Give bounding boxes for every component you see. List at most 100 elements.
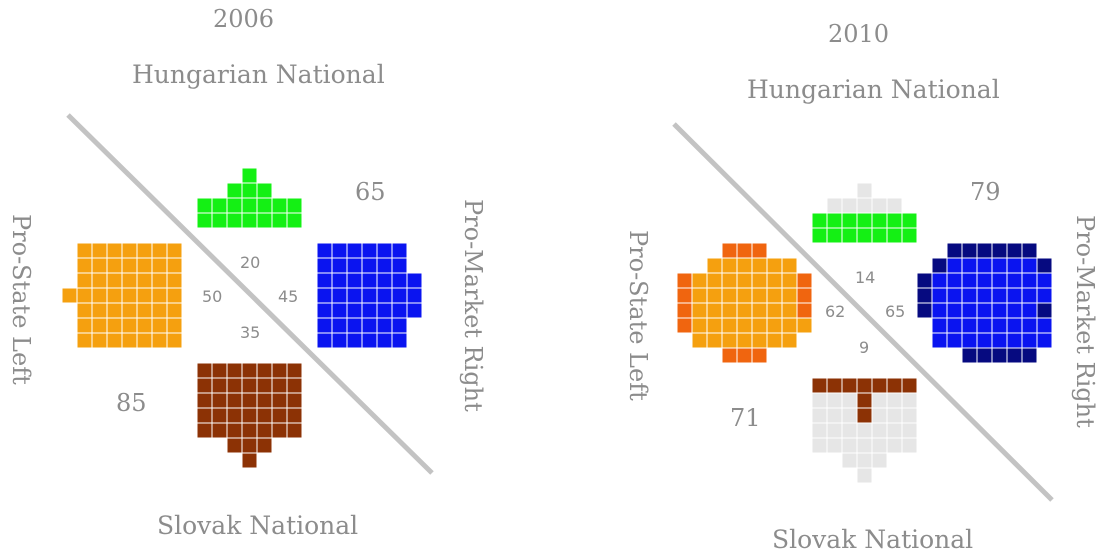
right-seat xyxy=(346,242,363,259)
right-seat xyxy=(391,242,408,259)
year-title: 2006 xyxy=(213,5,275,33)
slovak-seat xyxy=(226,392,243,409)
hungarian-seat xyxy=(241,212,258,229)
slovak-seat xyxy=(901,407,918,424)
left-seat-block xyxy=(61,242,183,349)
right-seat xyxy=(361,257,378,274)
right-seat xyxy=(1006,317,1023,334)
left-seat xyxy=(706,302,723,319)
right-seat xyxy=(406,302,423,319)
slovak-seat xyxy=(841,407,858,424)
left-seat xyxy=(736,242,753,259)
slovak-seat xyxy=(211,407,228,424)
left-seat xyxy=(706,287,723,304)
slovak-seat xyxy=(856,452,873,469)
left-seat xyxy=(166,332,183,349)
slovak-seat-block xyxy=(811,377,918,484)
right-seat xyxy=(1021,347,1038,364)
right-seat xyxy=(991,287,1008,304)
left-seat xyxy=(721,287,738,304)
right-seat xyxy=(361,302,378,319)
right-seat xyxy=(991,347,1008,364)
hungarian-seat xyxy=(241,182,258,199)
slovak-seat xyxy=(256,437,273,454)
hungarian-seat-block xyxy=(811,182,918,244)
slovak-seat xyxy=(886,437,903,454)
right-seat xyxy=(961,347,978,364)
panel-2006: 2006 Hungarian National Slovak National … xyxy=(0,0,556,555)
left-seat xyxy=(91,302,108,319)
right-seat-count: 45 xyxy=(278,287,299,306)
left-seat xyxy=(61,287,78,304)
hungarian-seat xyxy=(241,167,258,184)
left-seat xyxy=(751,257,768,274)
left-seat xyxy=(121,332,138,349)
left-seat xyxy=(121,272,138,289)
left-seat xyxy=(121,242,138,259)
left-seat xyxy=(91,272,108,289)
slovak-seat xyxy=(841,452,858,469)
right-seat xyxy=(976,302,993,319)
hungarian-seat xyxy=(886,197,903,214)
slovak-seat xyxy=(196,422,213,439)
hungarian-seat xyxy=(886,212,903,229)
left-seat xyxy=(721,347,738,364)
slovak-seat xyxy=(211,377,228,394)
left-seat xyxy=(721,242,738,259)
slovak-seat xyxy=(826,392,843,409)
hungarian-seat xyxy=(841,212,858,229)
left-seat xyxy=(706,332,723,349)
right-seat xyxy=(331,257,348,274)
right-seat xyxy=(391,302,408,319)
right-seat xyxy=(316,287,333,304)
left-seat xyxy=(151,272,168,289)
right-seat-count: 65 xyxy=(885,302,906,321)
right-seat xyxy=(1006,332,1023,349)
right-seat xyxy=(346,317,363,334)
slovak-seat xyxy=(211,392,228,409)
hungarian-seat-count: 14 xyxy=(855,268,876,287)
slovak-seat xyxy=(271,407,288,424)
right-seat xyxy=(931,272,948,289)
right-seat xyxy=(316,317,333,334)
slovak-seat xyxy=(241,392,258,409)
right-seat xyxy=(1006,272,1023,289)
hungarian-seat xyxy=(196,197,213,214)
hungarian-seat xyxy=(826,227,843,244)
right-seat xyxy=(931,302,948,319)
pro-state-left-label: Pro-State Left xyxy=(7,214,35,385)
right-seat xyxy=(361,317,378,334)
right-seat xyxy=(916,287,933,304)
right-seat xyxy=(991,242,1008,259)
slovak-seat xyxy=(901,437,918,454)
slovak-seat xyxy=(871,407,888,424)
hungarian-seat xyxy=(901,227,918,244)
right-seat xyxy=(391,272,408,289)
slovak-seat xyxy=(286,377,303,394)
right-seat xyxy=(376,272,393,289)
slovak-seat xyxy=(226,407,243,424)
hungarian-seat xyxy=(856,212,873,229)
hungarian-seat xyxy=(271,212,288,229)
right-seat xyxy=(331,317,348,334)
hungarian-seat xyxy=(256,197,273,214)
right-seat xyxy=(961,302,978,319)
right-seat xyxy=(391,287,408,304)
diagonal-divider xyxy=(66,113,434,475)
left-seat xyxy=(721,332,738,349)
left-seat xyxy=(121,302,138,319)
slovak-seat xyxy=(871,437,888,454)
right-seat xyxy=(361,332,378,349)
left-seat xyxy=(751,347,768,364)
left-seat xyxy=(166,302,183,319)
year-title: 2010 xyxy=(828,20,890,48)
right-seat xyxy=(376,287,393,304)
left-bloc-total: 71 xyxy=(730,404,761,432)
right-seat xyxy=(1021,287,1038,304)
right-seat-block xyxy=(916,242,1053,364)
left-seat xyxy=(136,272,153,289)
left-seat xyxy=(751,242,768,259)
slovak-seat xyxy=(841,437,858,454)
left-seat xyxy=(721,257,738,274)
slovak-seat xyxy=(196,362,213,379)
